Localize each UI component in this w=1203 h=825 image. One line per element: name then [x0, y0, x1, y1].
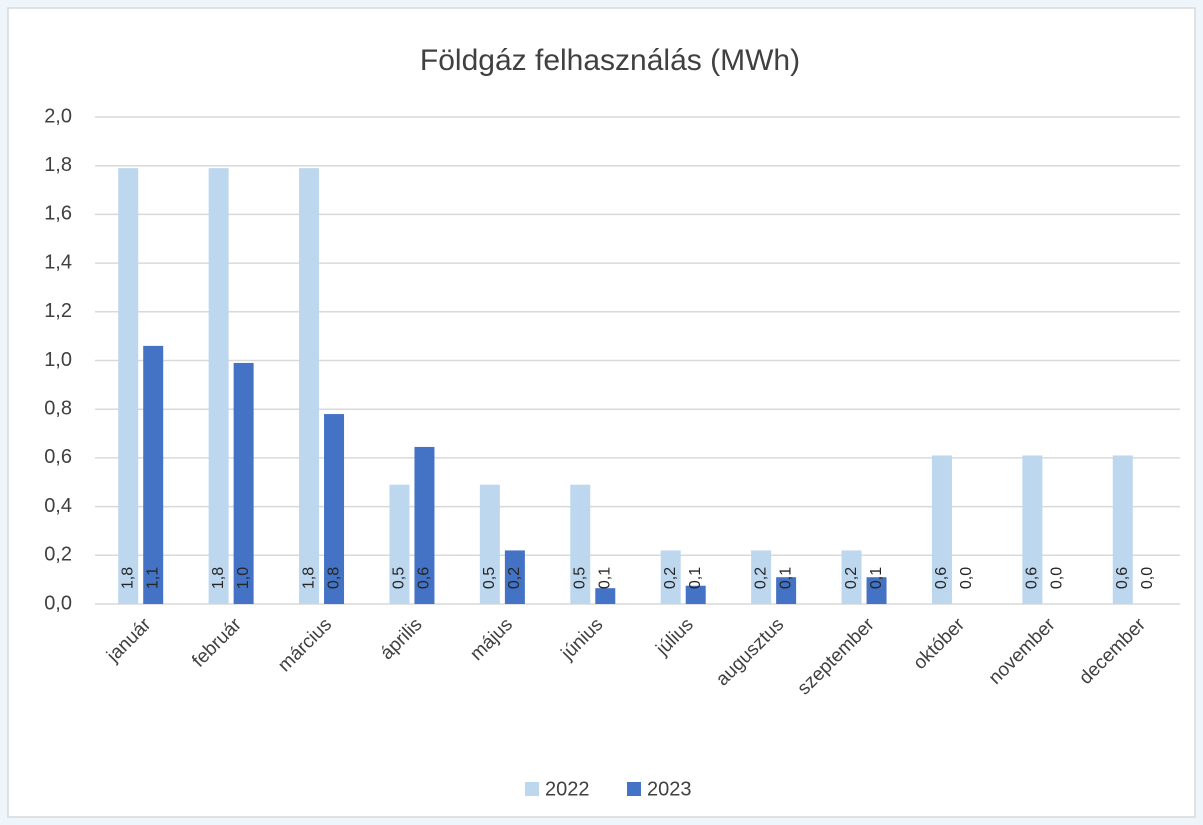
bar	[414, 446, 435, 604]
value-label: 0,6	[933, 567, 950, 589]
value-label: 0,6	[1024, 567, 1041, 589]
y-tick-label: 0,2	[44, 544, 72, 566]
bar	[208, 168, 229, 604]
y-tick-label: 0,0	[44, 592, 72, 614]
bar	[685, 585, 706, 604]
bar	[143, 345, 164, 604]
value-label: 1,8	[119, 567, 136, 589]
y-tick-label: 0,4	[44, 495, 72, 517]
bar	[595, 588, 616, 604]
chart-title: Földgáz felhasználás (MWh)	[420, 44, 800, 77]
value-label: 1,8	[210, 567, 227, 589]
bar	[751, 550, 772, 604]
value-label: 0,1	[687, 567, 704, 589]
bar	[1022, 455, 1043, 604]
bar	[931, 455, 952, 604]
bar	[389, 484, 410, 604]
legend-label: 2022	[545, 778, 590, 800]
legend-label: 2023	[647, 778, 692, 800]
y-tick-label: 2,0	[44, 105, 72, 127]
value-label: 0,2	[506, 567, 523, 589]
value-label: 0,1	[777, 567, 794, 589]
value-label: 0,1	[597, 567, 614, 589]
value-label: 0,5	[481, 567, 498, 589]
y-tick-label: 0,6	[44, 446, 72, 468]
value-label: 0,2	[752, 567, 769, 589]
bar	[233, 362, 254, 604]
y-tick-label: 0,8	[44, 397, 72, 419]
value-label: 1,0	[235, 567, 252, 589]
value-label: 0,8	[325, 567, 342, 589]
bar	[841, 550, 862, 604]
value-label: 0,6	[1114, 567, 1131, 589]
value-label: 0,5	[572, 567, 589, 589]
bar	[479, 484, 500, 604]
bar	[776, 577, 797, 604]
value-label: 0,2	[662, 567, 679, 589]
legend-swatch	[525, 782, 539, 796]
bar	[660, 550, 681, 604]
value-label: 1,8	[300, 567, 317, 589]
legend-swatch	[627, 782, 641, 796]
value-label: 0,6	[416, 567, 433, 589]
value-label: 1,1	[144, 567, 161, 589]
y-tick-label: 1,4	[44, 251, 72, 273]
value-label: 0,1	[868, 567, 885, 589]
bar	[1112, 455, 1133, 604]
bar	[570, 484, 591, 604]
chart-frame	[7, 7, 1196, 818]
y-tick-label: 1,8	[44, 154, 72, 176]
bar	[299, 168, 320, 604]
bar	[324, 414, 345, 604]
value-label: 0,2	[843, 567, 860, 589]
y-tick-label: 1,0	[44, 349, 72, 371]
value-label: 0,5	[391, 567, 408, 589]
value-label: 0,0	[958, 567, 975, 589]
bar	[118, 168, 139, 604]
value-label: 0,0	[1139, 567, 1156, 589]
bar	[504, 550, 525, 604]
value-label: 0,0	[1049, 567, 1066, 589]
y-tick-label: 1,2	[44, 300, 72, 322]
bar	[866, 577, 887, 604]
y-tick-label: 1,6	[44, 203, 72, 225]
